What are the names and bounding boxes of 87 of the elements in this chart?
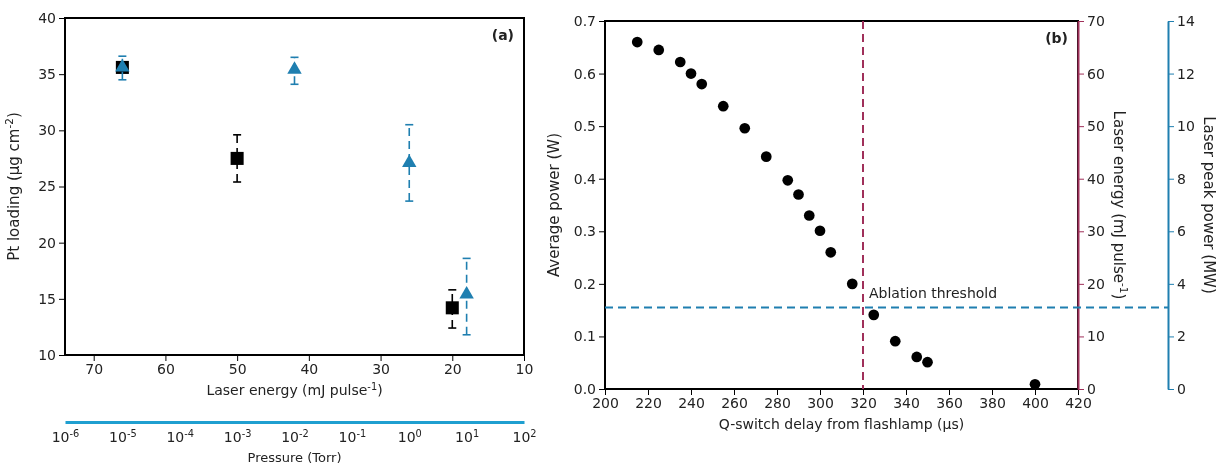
x2-tick-label: 10$^{-1}$	[338, 427, 367, 445]
x2-tick-label: 10$^{-4}$	[166, 427, 195, 445]
point	[717, 100, 729, 112]
x-tick-label: 60	[156, 360, 175, 377]
x-tick-label: 40	[300, 360, 319, 377]
point	[793, 189, 804, 200]
x-tick-label: 380	[979, 394, 1006, 411]
y-tick-label: 0.0	[573, 380, 596, 397]
point	[814, 225, 826, 237]
point	[445, 301, 459, 315]
y3-tick-label: 4	[1177, 275, 1186, 292]
y-tick-label: 15	[38, 290, 56, 307]
y2-tick-label: 50	[1087, 118, 1105, 135]
x2-tick-label: 10$^{2}$	[512, 427, 537, 445]
y3-axis-title: Laser peak power (MW)	[1200, 116, 1218, 294]
point	[653, 44, 665, 56]
x-tick-label: 300	[807, 394, 834, 411]
point	[760, 151, 772, 162]
x-tick-label: 260	[721, 394, 748, 411]
y-tick-label: 35	[38, 66, 56, 83]
annotation: (b)	[1045, 30, 1068, 46]
point	[685, 68, 697, 79]
point	[674, 56, 686, 68]
y3-tick-label: 0	[1177, 380, 1186, 397]
y2-tick-label: 10	[1087, 328, 1105, 345]
x-tick-label: 200	[592, 394, 619, 411]
y3-tick-label: 14	[1177, 12, 1195, 29]
ref-line-label: Ablation threshold	[869, 284, 998, 301]
y-tick-label: 10	[38, 346, 56, 363]
y-tick-label: 0.2	[573, 275, 596, 292]
x-tick-label: 320	[850, 394, 877, 411]
point	[803, 210, 815, 221]
x-tick-label: 280	[764, 394, 791, 411]
y3-tick-label: 2	[1177, 328, 1186, 345]
x-tick-label: 20	[443, 360, 462, 377]
x-tick-label: 70	[85, 360, 104, 377]
x2-tick-label: 10$^{-2}$	[281, 427, 309, 445]
x-tick-label: 400	[1022, 394, 1049, 411]
y2-tick-label: 0	[1087, 380, 1096, 397]
y-tick-label: 0.7	[573, 12, 596, 29]
x2-axis-title: Pressure (Torr)	[247, 450, 342, 465]
x-axis-title: Q-switch delay from flashlamp (µs)	[718, 416, 965, 432]
x-tick-label: 10	[515, 360, 534, 377]
y-tick-label: 0.3	[573, 223, 596, 240]
x-tick-label: 360	[936, 394, 963, 411]
annotation: (a)	[491, 27, 514, 43]
x2-tick-label: 10$^{-5}$	[109, 427, 137, 445]
y-tick-label: 0.6	[573, 65, 597, 82]
point	[739, 122, 751, 134]
point	[782, 174, 794, 186]
x2-tick-label: 10$^{1}$	[455, 427, 480, 445]
y-tick-label: 40	[38, 9, 56, 26]
x-tick-label: 240	[678, 394, 705, 411]
y-tick-label: 0.1	[573, 328, 596, 345]
y2-tick-label: 30	[1087, 223, 1105, 240]
x-tick-label: 30	[372, 360, 390, 377]
point	[631, 36, 643, 48]
y3-tick-label: 6	[1177, 223, 1186, 240]
y-axis-title: Average power (W)	[545, 132, 563, 278]
y2-tick-label: 70	[1087, 12, 1105, 29]
y-tick-label: 0.5	[573, 118, 596, 135]
point	[846, 278, 858, 290]
x-tick-label: 220	[635, 394, 662, 411]
point	[825, 246, 837, 258]
x-tick-label: 50	[228, 360, 247, 377]
y-tick-label: 20	[38, 234, 56, 251]
y3-tick-label: 8	[1177, 170, 1186, 187]
y-tick-label: 25	[38, 178, 56, 195]
y-tick-label: 0.4	[573, 170, 597, 187]
y3-tick-label: 10	[1177, 118, 1195, 135]
x2-tick-label: 10$^{-3}$	[223, 427, 252, 445]
x2-tick-label: 10$^{-6}$	[51, 427, 80, 445]
point	[889, 335, 901, 347]
x-tick-label: 420	[1065, 394, 1092, 411]
x-tick-label: 340	[893, 394, 920, 411]
y2-tick-label: 40	[1087, 170, 1105, 187]
y3-tick-label: 12	[1177, 65, 1195, 82]
point	[922, 356, 933, 368]
point	[230, 151, 244, 165]
point	[696, 78, 708, 90]
point	[868, 309, 880, 321]
y2-tick-label: 60	[1087, 65, 1105, 82]
y2-tick-label: 20	[1087, 275, 1105, 292]
y-tick-label: 30	[38, 122, 56, 139]
point	[911, 351, 923, 363]
x2-tick-label: 10$^{0}$	[397, 427, 422, 445]
x-axis-title: Laser energy (mJ pulse$^{-1}$)	[206, 380, 383, 398]
